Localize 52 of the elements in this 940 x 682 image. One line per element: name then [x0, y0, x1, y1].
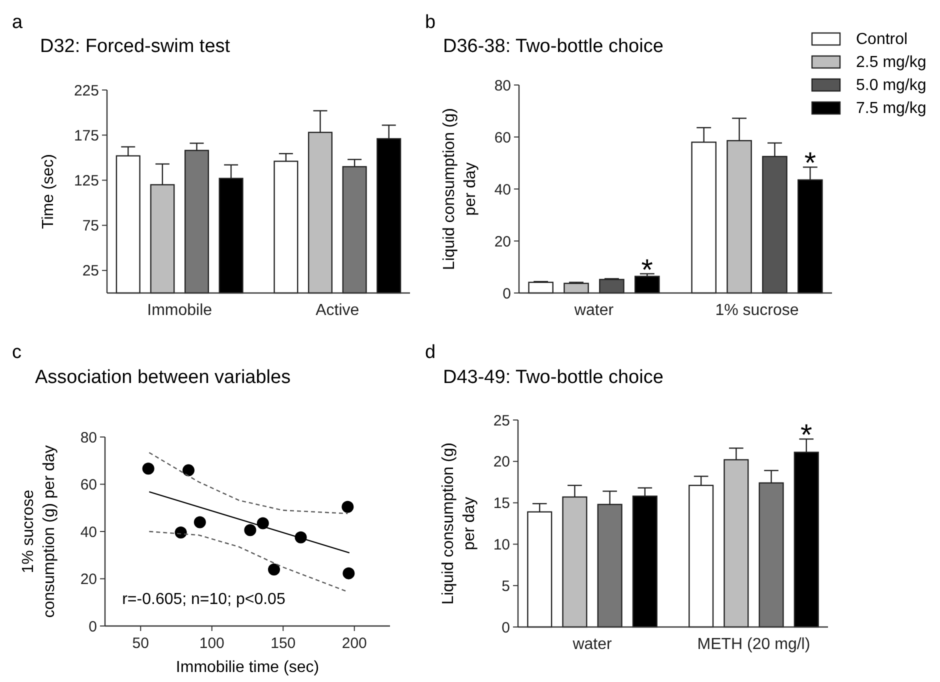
y-tick-label: 20	[494, 233, 511, 250]
x-tick-label: Immobile	[147, 302, 212, 319]
y-tick-label: 75	[82, 218, 99, 235]
y-tick-label: 20	[80, 571, 97, 588]
y-axis-title: 1% sucrose consumption (g) per day	[20, 445, 58, 618]
y-tick-label: 15	[493, 495, 510, 512]
chart-title: D43-49: Two-bottle choice	[443, 367, 664, 388]
y-tick-label: 10	[493, 536, 510, 554]
chart-title: Association between variables	[35, 367, 291, 388]
x-tick-label: METH (20 mg/l)	[697, 636, 810, 653]
text: a	[12, 12, 23, 33]
x-tick-label: 150	[270, 635, 296, 652]
data-label: *	[641, 254, 654, 287]
data-label: *	[804, 147, 816, 180]
x-tick-label: 50	[132, 635, 149, 652]
legend-label: 7.5 mg/kg	[856, 100, 926, 117]
y-axis-title: Liquid consumption (g) per day	[441, 108, 479, 270]
legend-label: 2.5 mg/kg	[856, 54, 926, 71]
x-tick-label: 200	[342, 635, 367, 652]
x-axis-title: Immobilie time (sec)	[176, 659, 320, 676]
annotation: r=-0.605; n=10; p<0.05	[122, 591, 286, 608]
chart-title: D32: Forced-swim test	[40, 36, 231, 57]
x-tick-label: water	[572, 636, 613, 653]
x-tick-label: 100	[199, 635, 224, 652]
x-tick-label: water	[573, 302, 614, 319]
y-tick-label: 40	[494, 181, 511, 198]
data-label: *	[800, 419, 813, 452]
text: d	[425, 342, 436, 363]
y-tick-label: 40	[80, 524, 97, 541]
x-tick-label: 1% sucrose	[715, 302, 799, 319]
y-tick-label: 80	[494, 77, 511, 94]
y-tick-label: 60	[494, 129, 511, 146]
y-tick-label: 5	[502, 578, 510, 595]
y-tick-label: 60	[80, 476, 97, 494]
y-tick-label: 25	[82, 262, 99, 280]
y-tick-label: 0	[502, 619, 510, 636]
text: b	[425, 12, 436, 33]
y-axis-title: Time (sec)	[40, 154, 57, 229]
y-tick-label: 80	[80, 429, 97, 446]
legend-label: 5.0 mg/kg	[856, 77, 926, 94]
x-tick-label: Active	[316, 302, 360, 319]
y-tick-label: 225	[74, 82, 99, 100]
chart-title: D36-38: Two-bottle choice	[443, 36, 664, 57]
y-tick-label: 0	[88, 618, 97, 636]
y-axis-title: Liquid consumption (g) per day	[440, 442, 478, 604]
y-tick-label: 125	[74, 172, 99, 190]
y-tick-label: 25	[493, 412, 510, 430]
legend-label: Control	[856, 31, 908, 48]
y-tick-label: 20	[493, 454, 510, 471]
text: c	[12, 342, 22, 363]
y-tick-label: 0	[502, 285, 511, 302]
y-tick-label: 175	[74, 127, 99, 144]
